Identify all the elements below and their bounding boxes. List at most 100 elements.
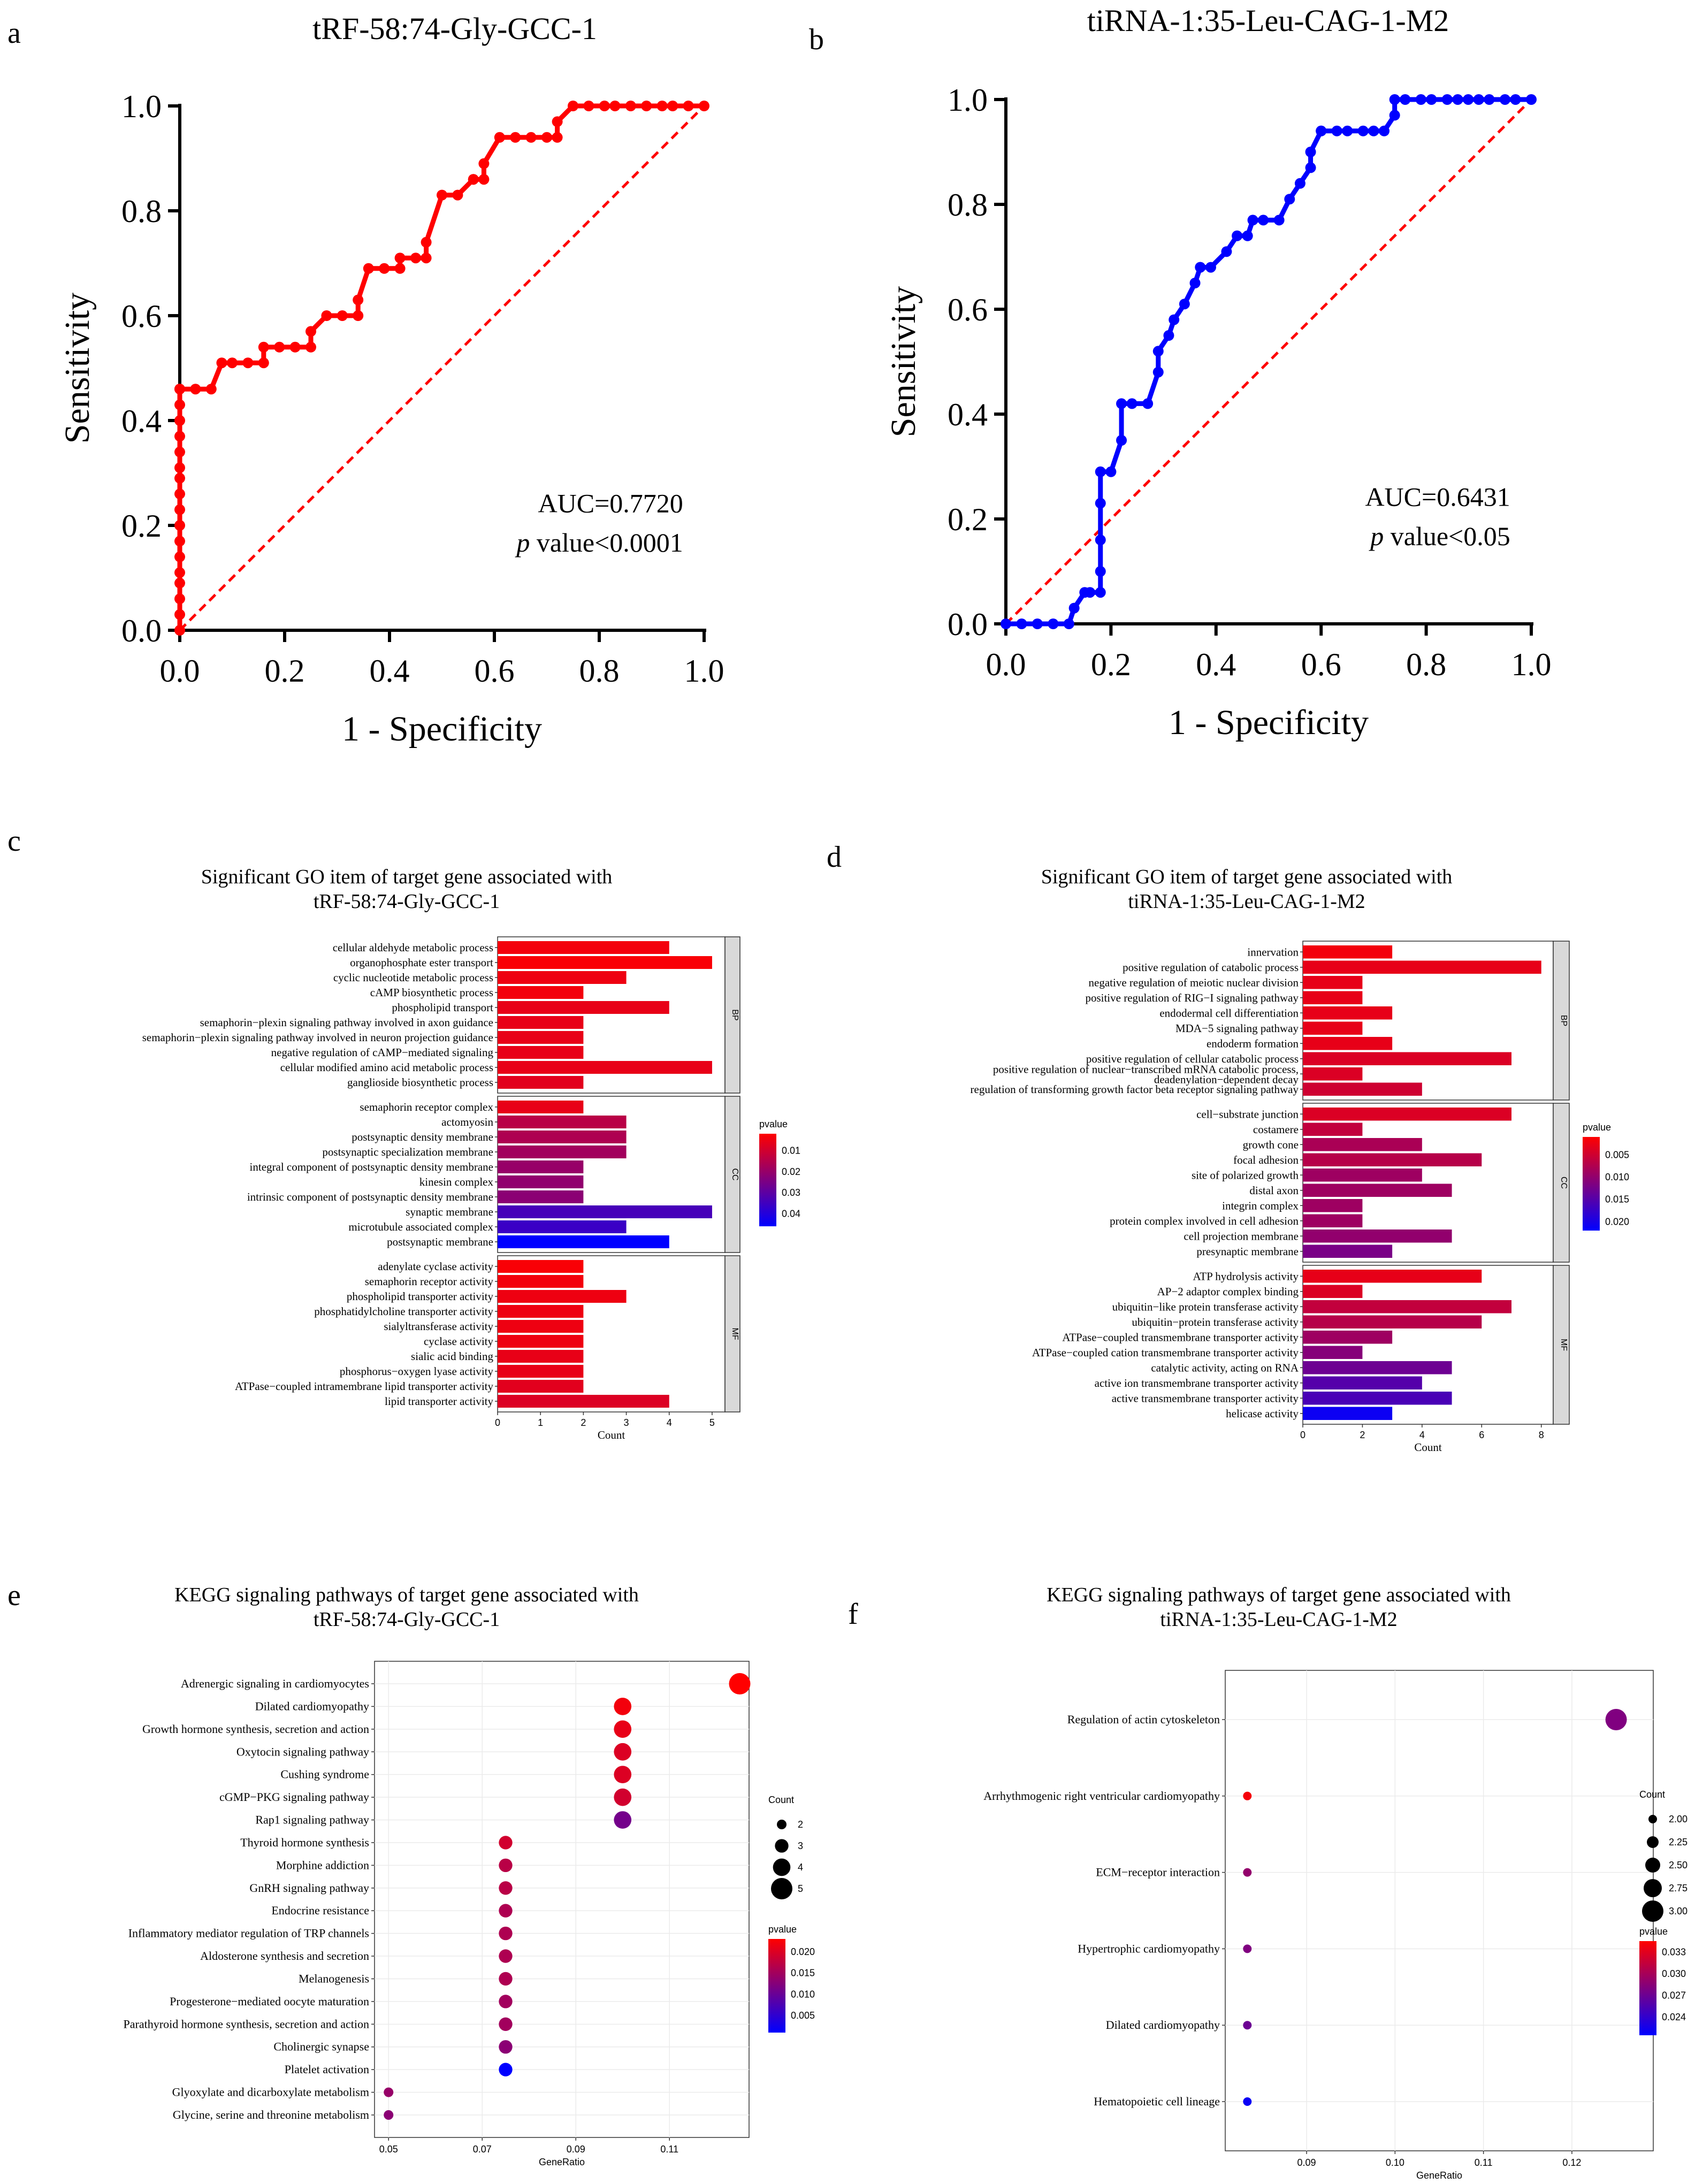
kegg_e-term-label: GnRH signaling pathway — [249, 1881, 369, 1895]
kegg_e-term-label: Glycine, serine and threonine metabolism — [173, 2108, 369, 2121]
roc_b-roc-point — [1389, 110, 1400, 121]
go_d-term-label: costamere — [1253, 1123, 1299, 1136]
roc_a-roc-point — [174, 520, 185, 531]
kegg_e-term-label: Cushing syndrome — [280, 1768, 369, 1781]
roc_b-roc-point — [1368, 125, 1379, 136]
kegg_f-chart: 0.09 0.10 0.11 0.12 Regulation of actin cyto… — [983, 1670, 1688, 2181]
roc_a-roc-point — [394, 263, 406, 274]
roc_a-roc-point — [452, 189, 463, 201]
kegg_e-color-legend-label: 0.015 — [791, 1968, 815, 1979]
roc_a-roc-point — [379, 263, 390, 274]
kegg_e-dot — [499, 2017, 513, 2031]
roc_b-x-tick-label: 0.4 — [1196, 647, 1236, 682]
kegg-e-title-line2: tRF-58:74-Gly-GCC-1 — [313, 1608, 500, 1631]
kegg_e-size-legend-title: Count — [768, 1794, 794, 1805]
panel-letter-e: e — [7, 1579, 21, 1612]
go_d-term-label: positive regulation of cellular cataboli… — [1086, 1052, 1299, 1065]
go_d-term-label: ubiquitin−protein transferase activity — [1132, 1316, 1299, 1328]
kegg_e-dot — [499, 2040, 513, 2054]
kegg_e-dot — [499, 1904, 513, 1918]
kegg_f-color-legend-label: 0.024 — [1662, 2012, 1686, 2022]
kegg_e-x-axis-label: GeneRatio — [539, 2157, 585, 2167]
go_d-x-tick-label: 8 — [1539, 1430, 1544, 1440]
kegg_e-term-label: Inflammatory mediator regulation of TRP … — [128, 1927, 369, 1940]
go_c-term-label: microtubule associated complex — [348, 1220, 493, 1233]
roc_a-x-tick-label: 0.4 — [370, 653, 410, 689]
go_c-term-label: actomyosin — [441, 1116, 493, 1128]
go_d-term-label: cell projection membrane — [1184, 1230, 1299, 1242]
go_d-term-label: active transmembrane transporter activit… — [1112, 1392, 1299, 1404]
roc_b-roc-point — [1305, 162, 1316, 173]
go_c-term-label: phospholipid transport — [392, 1001, 493, 1014]
roc_a-roc-point — [289, 341, 301, 353]
roc_a-auc-label: AUC=0.7720 — [538, 488, 683, 518]
kegg_e-x-tick-label: 0.07 — [473, 2144, 492, 2155]
go_c-bar — [498, 1061, 712, 1074]
roc_b-y-tick-label: 0.8 — [948, 187, 988, 223]
kegg_e-term-label: Aldosterone synthesis and secretion — [200, 1949, 369, 1962]
roc_a-roc-point — [353, 310, 364, 321]
go_c-term-label: synaptic membrane — [406, 1205, 493, 1218]
roc_a-y-axis-label: Sensitivity — [58, 293, 97, 444]
go_c-strip-CC — [724, 1096, 740, 1253]
kegg_e-size-legend-dot — [771, 1878, 792, 1899]
kegg_f-term-label: Dilated cardiomyopathy — [1106, 2018, 1220, 2032]
kegg_e-term-label: Platelet activation — [285, 2063, 369, 2076]
go_c-strip-MF — [724, 1255, 740, 1412]
roc_a-roc-point — [478, 174, 490, 185]
kegg_e-dot — [384, 2087, 394, 2097]
kegg_f-term-label: Arrhythmogenic right ventricular cardiom… — [983, 1789, 1220, 1803]
roc_b-roc-point — [1232, 230, 1243, 241]
go_c-legend-tick-label: 0.03 — [782, 1187, 800, 1198]
roc_b-roc-point — [1126, 398, 1137, 409]
go_d-term-label: site of polarized growth — [1192, 1169, 1299, 1181]
roc_b-y-tick-label: 0.4 — [948, 397, 988, 432]
go_c-term-label: semaphorin−plexin signaling pathway invo… — [142, 1031, 493, 1044]
go_d-term-label: growth cone — [1243, 1138, 1299, 1151]
roc_a-roc-point — [227, 357, 238, 369]
roc_a-roc-point — [174, 609, 185, 620]
roc_b-roc-point — [1095, 534, 1106, 546]
go_d-term-label: ATPase−coupled transmembrane transporter… — [1062, 1331, 1299, 1343]
go_d-term-label: presynaptic membrane — [1196, 1245, 1299, 1258]
go_c-bar — [498, 1146, 627, 1158]
kegg_f-term-label: Regulation of actin cytoskeleton — [1067, 1713, 1220, 1726]
roc_a-roc-point — [258, 357, 269, 369]
kegg_e-color-legend-label: 0.005 — [791, 2010, 815, 2021]
roc_b-roc-point — [1499, 94, 1510, 105]
roc_a-roc-point — [174, 384, 185, 395]
roc_a-y-tick-label: 0.8 — [121, 194, 162, 229]
roc_a-roc-point — [174, 488, 185, 500]
kegg_e-color-legend-label: 0.010 — [791, 1989, 815, 1999]
roc_b-roc-point — [1247, 215, 1258, 226]
roc_b-roc-point — [1331, 125, 1342, 136]
go_c-bar — [498, 1350, 584, 1363]
go_c-bar — [498, 1235, 669, 1248]
roc_b-roc-point — [1205, 262, 1216, 273]
kegg_e-dot — [614, 1766, 632, 1784]
roc_b-roc-point — [1179, 299, 1190, 310]
go_d-bar — [1303, 1376, 1422, 1389]
roc_b-roc-point — [1189, 278, 1201, 288]
roc_a-y-tick-label: 0.2 — [121, 508, 162, 544]
kegg_e-term-label: Progesterone−mediated oocyte maturation — [170, 1995, 369, 2008]
kegg_f-x-tick-label: 0.11 — [1475, 2157, 1493, 2168]
go_d-bar — [1303, 1331, 1393, 1344]
go_c-term-label: semaphorin−plexin signaling pathway invo… — [200, 1016, 493, 1029]
roc_a-roc-point — [552, 132, 563, 143]
go_c-bar — [498, 1076, 584, 1089]
roc_a-roc-point — [699, 101, 709, 111]
kegg_f-size-legend-label: 2.75 — [1669, 1883, 1688, 1893]
go_d-term-label: AP−2 adaptor complex binding — [1157, 1285, 1299, 1298]
kegg_e-dot — [499, 1926, 513, 1941]
go_d-term-label: ATPase−coupled cation transmembrane tran… — [1032, 1346, 1299, 1359]
roc_a-roc-point — [541, 132, 552, 143]
go_c-bar — [498, 956, 712, 969]
go_d-strip-label: MF — [1559, 1339, 1568, 1351]
roc_a-x-tick-label: 0.6 — [475, 653, 515, 689]
kegg_e-dot — [499, 1995, 513, 2009]
roc_b-chart: 0.0 0.2 0.4 0.6 0.8 1.0 0.0 0.2 0.4 0.6 0.8 1.0 1 - … — [884, 82, 1552, 742]
go-c-title-line2: tRF-58:74-Gly-GCC-1 — [313, 890, 500, 913]
roc_a-reference-line — [179, 105, 705, 631]
roc_b-x-axis-label: 1 - Specificity — [1169, 703, 1369, 742]
